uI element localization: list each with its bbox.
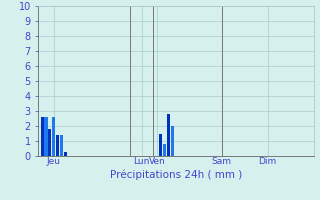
X-axis label: Précipitations 24h ( mm ): Précipitations 24h ( mm )	[110, 169, 242, 180]
Bar	[56, 135, 59, 156]
Bar	[60, 135, 63, 156]
Bar	[44, 117, 48, 156]
Bar	[163, 144, 166, 156]
Bar	[167, 114, 170, 156]
Bar	[48, 129, 52, 156]
Bar	[171, 126, 174, 156]
Bar	[159, 134, 162, 156]
Bar	[64, 152, 67, 156]
Bar	[52, 117, 55, 156]
Bar	[41, 117, 44, 156]
